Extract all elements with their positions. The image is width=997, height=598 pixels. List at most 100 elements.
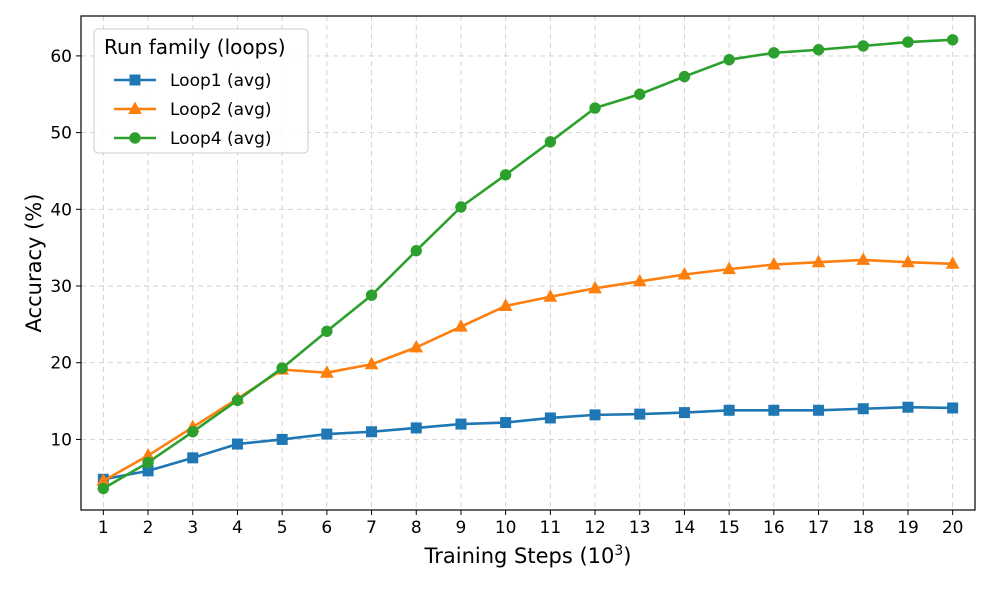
data-point-loop2-avg bbox=[722, 261, 736, 275]
legend-entry-loop4-avg: Loop4 (avg) bbox=[114, 129, 272, 149]
data-point-loop2-avg bbox=[543, 289, 558, 302]
data-point-loop2-avg bbox=[364, 356, 379, 370]
series-line-loop4-avg bbox=[102, 38, 953, 490]
legend-box bbox=[93, 28, 309, 154]
data-point-loop2-avg bbox=[409, 339, 424, 353]
legend-entry-loop2-avg: Loop2 (avg) bbox=[114, 100, 272, 120]
y-tick-label: 30 bbox=[50, 277, 72, 297]
y-tick-label: 50 bbox=[50, 124, 72, 144]
data-point-loop4-avg bbox=[768, 47, 780, 59]
data-point-loop4-avg bbox=[544, 136, 557, 148]
data-point-loop4-avg bbox=[276, 362, 288, 374]
x-tick-label: 3 bbox=[187, 518, 198, 538]
x-tick-label: 5 bbox=[277, 518, 288, 538]
data-point-loop4-avg bbox=[589, 102, 601, 114]
x-tick-label: 19 bbox=[897, 518, 919, 538]
data-point-loop1-avg bbox=[187, 452, 199, 464]
data-point-loop4-avg bbox=[634, 88, 646, 100]
legend-marker bbox=[129, 132, 141, 144]
x-tick-label: 14 bbox=[674, 518, 696, 538]
data-point-loop1-avg bbox=[366, 426, 378, 438]
data-point-loop1-avg bbox=[947, 402, 959, 414]
data-point-loop2-avg bbox=[320, 365, 334, 378]
data-point-loop1-avg bbox=[857, 403, 869, 415]
x-tick-label: 9 bbox=[456, 518, 467, 538]
data-point-loop4-avg bbox=[946, 34, 959, 46]
data-point-loop2-avg bbox=[454, 319, 468, 332]
data-point-loop4-avg bbox=[231, 394, 244, 407]
data-point-loop4-avg bbox=[455, 201, 467, 213]
data-point-loop1-avg bbox=[723, 404, 735, 416]
data-point-loop4-avg bbox=[723, 54, 735, 66]
x-tick-label: 8 bbox=[411, 518, 422, 538]
legend-entries: Loop1 (avg) Loop2 (avg) Loop4 (avg) bbox=[114, 71, 272, 149]
series-line-loop1-avg bbox=[103, 405, 953, 481]
data-point-loop4-avg bbox=[857, 40, 869, 52]
data-point-loop1-avg bbox=[678, 407, 690, 419]
x-axis-label: Training Steps (103) bbox=[423, 543, 631, 568]
x-tick-label: 2 bbox=[143, 518, 154, 538]
data-point-loop1-avg bbox=[321, 428, 333, 440]
y-tick-label: 10 bbox=[50, 430, 72, 450]
x-tick-label: 11 bbox=[540, 518, 562, 538]
axis-ticks: 1 2 3 4 5 6 7 8 9 10 11 12 13 14 15 16 17 18 19 20102030405… bbox=[50, 47, 963, 538]
data-point-loop4-avg bbox=[678, 70, 691, 83]
series-layer bbox=[96, 34, 960, 495]
series-line-loop2-avg bbox=[102, 258, 953, 482]
data-point-loop2-avg bbox=[945, 256, 960, 269]
x-tick-label: 1 bbox=[98, 518, 109, 538]
data-point-loop2-avg bbox=[811, 254, 826, 268]
y-tick-label: 20 bbox=[50, 354, 72, 374]
data-point-loop4-avg bbox=[321, 325, 333, 337]
x-tick-label: 15 bbox=[718, 518, 740, 538]
series-loop4-avg bbox=[97, 34, 959, 495]
data-point-loop1-avg bbox=[500, 417, 512, 429]
legend-label: Loop2 (avg) bbox=[170, 100, 272, 120]
x-tick-label: 16 bbox=[763, 518, 785, 538]
data-point-loop4-avg bbox=[812, 44, 825, 56]
data-point-loop4-avg bbox=[97, 482, 110, 495]
data-point-loop4-avg bbox=[187, 426, 199, 438]
data-point-loop4-avg bbox=[365, 289, 378, 301]
x-tick-label: 18 bbox=[852, 518, 874, 538]
legend-marker bbox=[128, 101, 142, 114]
data-point-loop4-avg bbox=[499, 169, 512, 181]
data-point-loop1-avg bbox=[589, 409, 601, 421]
data-point-loop4-avg bbox=[142, 456, 154, 469]
x-tick-label: 7 bbox=[366, 518, 377, 538]
legend-entry-loop1-avg: Loop1 (avg) bbox=[114, 71, 272, 91]
plot-area bbox=[80, 15, 976, 511]
data-point-loop4-avg bbox=[410, 245, 422, 257]
y-axis-label: Accuracy (%) bbox=[22, 194, 46, 333]
data-point-loop2-avg bbox=[767, 256, 781, 270]
series-loop2-avg bbox=[96, 252, 960, 486]
x-tick-label: 4 bbox=[232, 518, 243, 538]
data-point-loop1-avg bbox=[768, 404, 780, 416]
data-point-loop2-avg bbox=[901, 254, 915, 268]
data-point-loop1-avg bbox=[634, 408, 646, 420]
x-tick-label: 6 bbox=[321, 518, 332, 538]
data-point-loop2-avg bbox=[588, 280, 602, 294]
data-point-loop2-avg bbox=[856, 252, 871, 265]
data-point-loop1-avg bbox=[455, 418, 467, 430]
legend-label: Loop1 (avg) bbox=[170, 71, 272, 91]
x-tick-label: 13 bbox=[629, 518, 651, 538]
data-point-loop2-avg bbox=[677, 266, 692, 280]
data-point-loop4-avg bbox=[902, 36, 914, 48]
data-point-loop1-avg bbox=[231, 438, 243, 450]
x-tick-label: 10 bbox=[495, 518, 517, 538]
data-point-loop1-avg bbox=[410, 422, 422, 434]
legend-title: Run family (loops) bbox=[104, 35, 286, 59]
x-tick-label: 12 bbox=[584, 518, 606, 538]
series-loop1-avg bbox=[97, 401, 959, 485]
data-point-loop2-avg bbox=[632, 273, 647, 287]
legend-marker bbox=[129, 74, 141, 86]
y-tick-label: 40 bbox=[50, 200, 72, 220]
data-point-loop1-avg bbox=[276, 433, 288, 445]
y-tick-label: 60 bbox=[50, 47, 72, 67]
data-point-loop2-avg bbox=[498, 298, 513, 311]
x-tick-label: 20 bbox=[942, 518, 964, 538]
legend-label: Loop4 (avg) bbox=[170, 129, 272, 149]
data-point-loop1-avg bbox=[544, 412, 556, 424]
